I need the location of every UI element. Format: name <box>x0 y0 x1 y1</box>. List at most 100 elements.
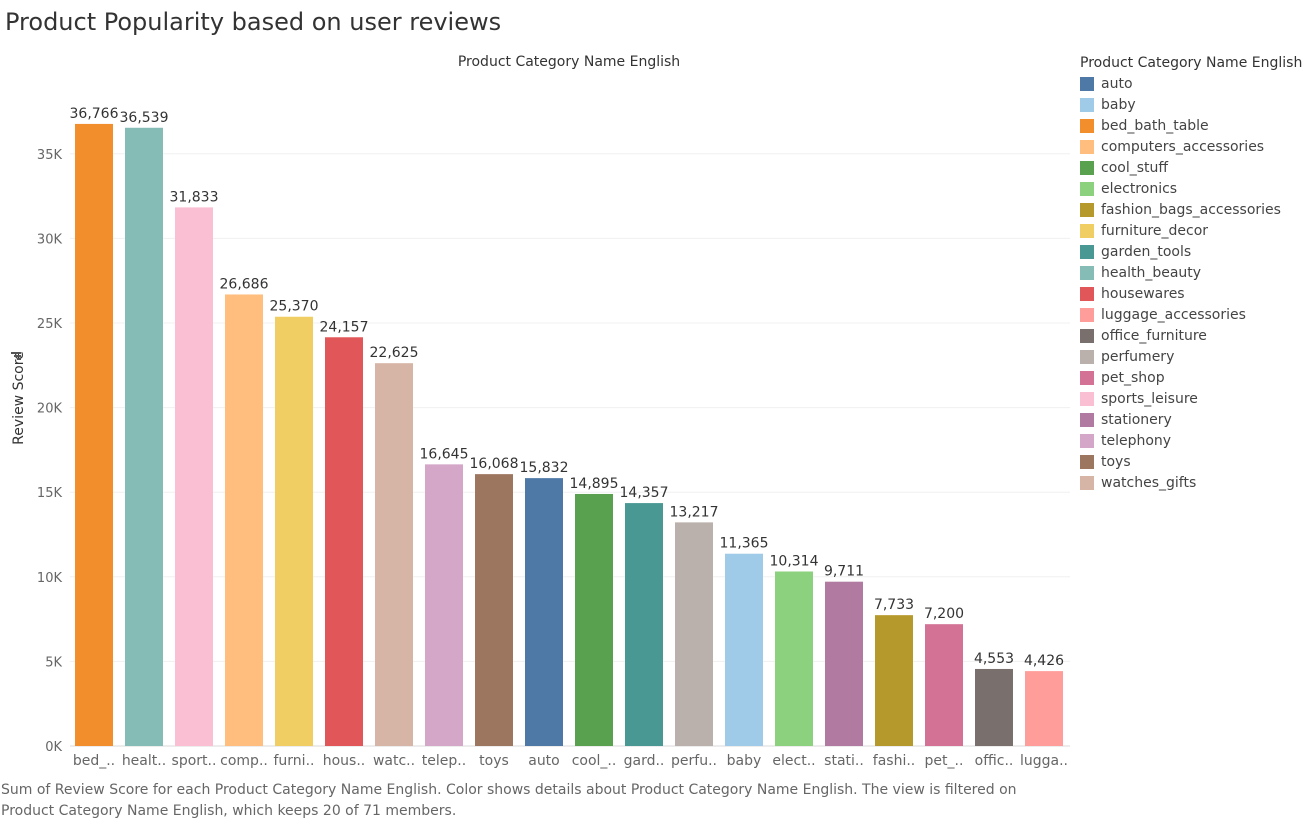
legend-swatch <box>1080 97 1094 112</box>
x-tick-label: stati.. <box>824 753 864 769</box>
bar[interactable] <box>375 363 413 746</box>
data-labels: 36,766 36,539 31,833 26,68625,37024,15722,6… <box>70 106 1065 669</box>
x-tick-label: toys <box>479 753 509 769</box>
legend-swatch <box>1080 118 1094 133</box>
legend-swatch <box>1080 202 1094 217</box>
legend-label: computers_accessories <box>1101 138 1265 155</box>
data-label: 7,200 <box>924 606 964 622</box>
legend: Product Category Name English auto baby be… <box>1080 53 1305 493</box>
legend-item[interactable]: fashion_bags_accessories <box>1080 199 1305 220</box>
legend-swatch <box>1080 328 1094 343</box>
bar[interactable] <box>875 615 913 746</box>
legend-item[interactable]: watches_gifts <box>1080 472 1305 493</box>
bars <box>75 123 1063 747</box>
x-tick-label: auto <box>528 753 560 769</box>
legend-label: bed_bath_table <box>1101 117 1209 134</box>
y-tick-label: 30K <box>37 232 63 247</box>
x-tick-label: bed_.. <box>73 753 115 769</box>
bar[interactable] <box>125 127 163 746</box>
x-tick-label: perfu.. <box>671 753 717 769</box>
x-tick-label: fashi.. <box>873 753 915 769</box>
y-tick-label: 25K <box>37 317 63 332</box>
legend-swatch <box>1080 244 1094 259</box>
legend-swatch <box>1080 160 1094 175</box>
legend-label: office_furniture <box>1101 327 1207 344</box>
legend-swatch <box>1080 76 1094 91</box>
bar-chart: Product Category Name English Review Sco… <box>11 54 1070 769</box>
bar[interactable] <box>175 207 213 747</box>
bar[interactable] <box>325 337 363 746</box>
chart-header: Product Category Name English <box>458 54 680 70</box>
legend-item[interactable]: perfumery <box>1080 346 1305 367</box>
data-label: 26,686 <box>220 276 269 292</box>
bar[interactable] <box>75 123 113 746</box>
legend-swatch <box>1080 265 1094 280</box>
data-label: 24,157 <box>320 319 369 335</box>
legend-swatch <box>1080 391 1094 406</box>
x-tick-label: telep.. <box>422 753 466 769</box>
bar[interactable] <box>825 581 863 746</box>
bar[interactable] <box>525 478 563 746</box>
legend-swatch <box>1080 370 1094 385</box>
legend-label: health_beauty <box>1101 264 1202 281</box>
legend-swatch <box>1080 223 1094 238</box>
data-label: 36,539 <box>120 110 169 126</box>
legend-item[interactable]: cool_stuff <box>1080 157 1305 178</box>
x-tick-label: baby <box>727 753 762 769</box>
data-label: 10,314 <box>770 553 819 569</box>
data-label: 16,068 <box>470 456 519 472</box>
y-tick-label: 20K <box>37 402 63 417</box>
data-label: 13,217 <box>670 504 719 520</box>
sort-icon[interactable] <box>11 352 21 360</box>
legend-items: auto baby bed_bath_table computers_accessor… <box>1080 73 1305 493</box>
x-tick-label: lugga.. <box>1020 753 1068 769</box>
legend-item[interactable]: luggage_accessories <box>1080 304 1305 325</box>
legend-label: telephony <box>1101 432 1172 449</box>
y-tick-label: 5K <box>45 655 62 670</box>
legend-label: furniture_decor <box>1101 222 1209 239</box>
y-tick-label: 15K <box>37 486 63 501</box>
legend-swatch <box>1080 412 1094 427</box>
legend-label: toys <box>1101 453 1131 470</box>
gridlines <box>70 153 1070 747</box>
legend-item[interactable]: pet_shop <box>1080 367 1305 388</box>
legend-item[interactable]: computers_accessories <box>1080 136 1305 157</box>
legend-item[interactable]: sports_leisure <box>1080 388 1305 409</box>
bar[interactable] <box>975 668 1013 746</box>
legend-item[interactable]: health_beauty <box>1080 262 1305 283</box>
y-tick-label: 0K <box>45 740 62 755</box>
legend-item[interactable]: telephony <box>1080 430 1305 451</box>
legend-label: luggage_accessories <box>1101 306 1246 323</box>
legend-label: watches_gifts <box>1101 474 1197 491</box>
legend-item[interactable]: office_furniture <box>1080 325 1305 346</box>
bar[interactable] <box>475 474 513 746</box>
data-label: 4,553 <box>974 651 1014 667</box>
legend-label: housewares <box>1101 285 1185 302</box>
legend-item[interactable]: furniture_decor <box>1080 220 1305 241</box>
bar[interactable] <box>575 493 613 746</box>
x-tick-label: gard.. <box>624 753 665 769</box>
y-tick-label: 10K <box>37 571 63 586</box>
legend-item[interactable]: stationery <box>1080 409 1305 430</box>
bar[interactable] <box>925 624 963 746</box>
legend-item[interactable]: toys <box>1080 451 1305 472</box>
legend-item[interactable]: garden_tools <box>1080 241 1305 262</box>
x-tick-label: cool_.. <box>572 753 617 769</box>
legend-item[interactable]: auto <box>1080 73 1305 94</box>
bar[interactable] <box>1025 671 1063 746</box>
legend-item[interactable]: housewares <box>1080 283 1305 304</box>
legend-swatch <box>1080 286 1094 301</box>
x-tick-label: offic.. <box>975 753 1014 769</box>
bar[interactable] <box>425 464 463 746</box>
legend-item[interactable]: electronics <box>1080 178 1305 199</box>
bar[interactable] <box>675 522 713 746</box>
bar[interactable] <box>625 503 663 746</box>
legend-swatch <box>1080 139 1094 154</box>
legend-item[interactable]: bed_bath_table <box>1080 115 1305 136</box>
bar[interactable] <box>225 294 263 746</box>
bar[interactable] <box>275 316 313 746</box>
bar[interactable] <box>725 553 763 746</box>
page-title: Product Popularity based on user reviews <box>5 8 502 36</box>
legend-item[interactable]: baby <box>1080 94 1305 115</box>
bar[interactable] <box>775 571 813 746</box>
